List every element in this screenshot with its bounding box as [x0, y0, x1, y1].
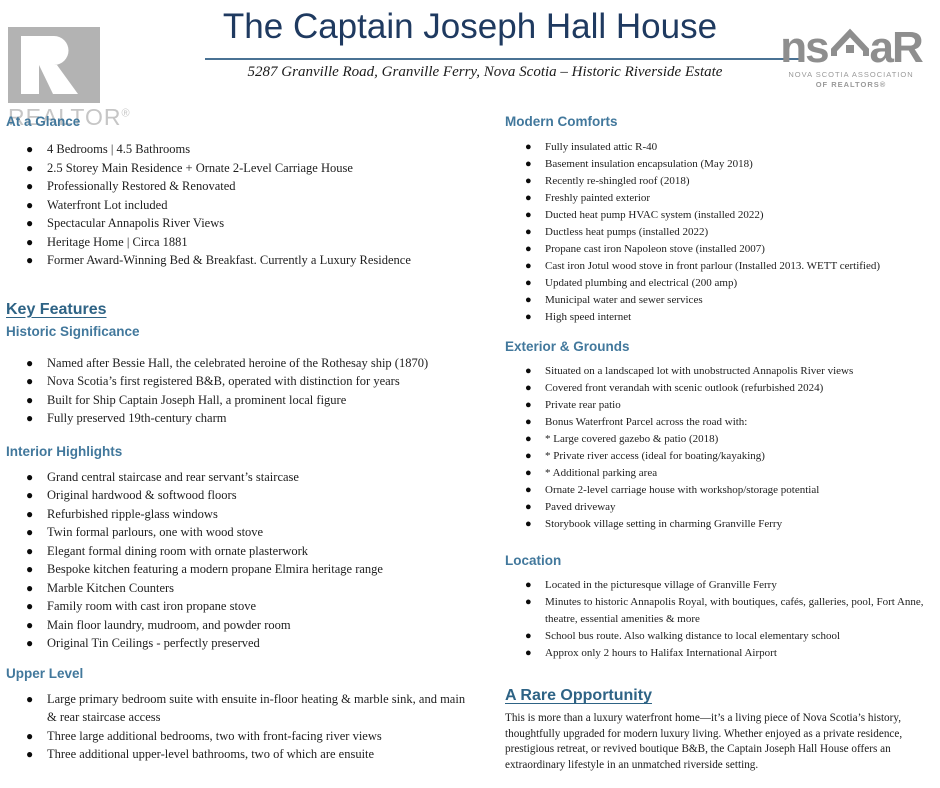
list-item: Bonus Waterfront Parcel across the road …: [505, 414, 935, 431]
section-interior-highlights: Interior Highlights Grand central stairca…: [6, 443, 472, 653]
section-upper-level: Upper Level Large primary bedroom suite w…: [6, 665, 472, 764]
heading-a-rare-opportunity: A Rare Opportunity: [505, 687, 652, 704]
heading-upper-level: Upper Level: [6, 665, 84, 681]
list-item: Minutes to historic Annapolis Royal, wit…: [505, 594, 935, 628]
section-a-rare-opportunity: A Rare Opportunity This is more than a lu…: [505, 686, 935, 773]
page-subtitle: 5287 Granville Road, Granville Ferry, No…: [247, 64, 723, 80]
list-item: Cast iron Jotul wood stove in front parl…: [505, 258, 935, 275]
list-item: School bus route. Also walking distance …: [505, 628, 935, 645]
list-item: Nova Scotia’s first registered B&B, oper…: [6, 372, 472, 391]
list-item: Family room with cast iron propane stove: [6, 597, 472, 616]
list-item: Fully preserved 19th-century charm: [6, 409, 472, 428]
list-item: Situated on a landscaped lot with unobst…: [505, 363, 935, 380]
list-item: Twin formal parlours, one with wood stov…: [6, 523, 472, 542]
section-exterior-grounds: Exterior & Grounds Situated on a landscap…: [505, 338, 935, 533]
list-item: Ducted heat pump HVAC system (installed …: [505, 207, 935, 224]
nsar-text-right: aR: [869, 23, 924, 72]
nsar-caption-line2: OF REALTORS®: [815, 80, 887, 89]
house-icon: [830, 26, 869, 66]
nsar-text-left: ns: [780, 23, 829, 72]
list-item: Recently re-shingled roof (2018): [505, 173, 935, 190]
list-item: High speed internet: [505, 309, 935, 326]
list-item: Grand central staircase and rear servant…: [6, 468, 472, 487]
list-item: Refurbished ripple-glass windows: [6, 505, 472, 524]
nsar-caption-line1: NOVA SCOTIA ASSOCIATION: [788, 70, 914, 79]
heading-at-a-glance: At a Glance: [6, 114, 81, 129]
list-item: Named after Bessie Hall, the celebrated …: [6, 354, 472, 373]
list-item: Built for Ship Captain Joseph Hall, a pr…: [6, 391, 472, 410]
realtor-logo-label: REALTOR®: [8, 104, 131, 130]
list-item: 2.5 Storey Main Residence + Ornate 2-Lev…: [6, 159, 472, 178]
section-at-a-glance: At a Glance 4 Bedrooms | 4.5 Bathrooms2.5…: [6, 113, 472, 270]
list-item: * Additional parking area: [505, 465, 935, 482]
bullet-list: Situated on a landscaped lot with unobst…: [505, 363, 935, 533]
list-item: Covered front verandah with scenic outlo…: [505, 380, 935, 397]
list-item: Ductless heat pumps (installed 2022): [505, 224, 935, 241]
list-item: Large primary bedroom suite with ensuite…: [6, 690, 472, 727]
bullet-list: Large primary bedroom suite with ensuite…: [6, 690, 472, 764]
heading-exterior-grounds: Exterior & Grounds: [505, 339, 630, 354]
bullet-list: 4 Bedrooms | 4.5 Bathrooms2.5 Storey Mai…: [6, 140, 472, 270]
heading-location: Location: [505, 553, 562, 568]
list-item: Original Tin Ceilings - perfectly preser…: [6, 634, 472, 653]
list-item: Original hardwood & softwood floors: [6, 486, 472, 505]
list-item: Fully insulated attic R-40: [505, 139, 935, 156]
list-item: Three additional upper-level bathrooms, …: [6, 745, 472, 764]
nsar-wordmark: ns aR: [770, 23, 932, 72]
bullet-list: Named after Bessie Hall, the celebrated …: [6, 354, 472, 428]
list-item: Ornate 2-level carriage house with works…: [505, 482, 935, 499]
heading-historic-significance: Historic Significance: [6, 323, 140, 339]
heading-modern-comforts: Modern Comforts: [505, 114, 618, 129]
section-historic-significance: Historic Significance Named after Bessie …: [6, 323, 472, 428]
list-item: Private rear patio: [505, 397, 935, 414]
list-item: Spectacular Annapolis River Views: [6, 214, 472, 233]
list-item: Propane cast iron Napoleon stove (instal…: [505, 241, 935, 258]
bullet-list: Grand central staircase and rear servant…: [6, 468, 472, 653]
list-item: * Large covered gazebo & patio (2018): [505, 431, 935, 448]
list-item: Waterfront Lot included: [6, 196, 472, 215]
page-title: The Captain Joseph Hall House: [222, 7, 718, 46]
list-item: Updated plumbing and electrical (200 amp…: [505, 275, 935, 292]
list-item: Storybook village setting in charming Gr…: [505, 516, 935, 533]
realtor-logo: REALTOR®: [8, 27, 131, 131]
nsar-caption: NOVA SCOTIA ASSOCIATION OF REALTORS®: [770, 70, 932, 90]
heading-key-features: Key Features: [6, 300, 107, 318]
realtor-r-icon: [8, 27, 100, 103]
title-divider: [205, 58, 802, 60]
list-item: Heritage Home | Circa 1881: [6, 233, 472, 252]
list-item: Paved driveway: [505, 499, 935, 516]
list-item: Freshly painted exterior: [505, 190, 935, 207]
section-location: Location Located in the picturesque villa…: [505, 552, 935, 662]
closing-paragraph: This is more than a luxury waterfront ho…: [505, 712, 903, 771]
list-item: Former Award-Winning Bed & Breakfast. Cu…: [6, 251, 472, 270]
list-item: Basement insulation encapsulation (May 2…: [505, 156, 935, 173]
left-column: At a Glance 4 Bedrooms | 4.5 Bathrooms2.5…: [6, 113, 472, 764]
list-item: Marble Kitchen Counters: [6, 579, 472, 598]
list-item: * Private river access (ideal for boatin…: [505, 448, 935, 465]
heading-interior-highlights: Interior Highlights: [6, 443, 123, 459]
list-item: Elegant formal dining room with ornate p…: [6, 542, 472, 561]
list-item: Approx only 2 hours to Halifax Internati…: [505, 645, 935, 662]
registered-mark: ®: [121, 107, 131, 120]
right-column: Modern Comforts Fully insulated attic R-4…: [505, 113, 935, 773]
list-item: 4 Bedrooms | 4.5 Bathrooms: [6, 140, 472, 159]
list-item: Bespoke kitchen featuring a modern propa…: [6, 560, 472, 579]
bullet-list: Fully insulated attic R-40Basement insul…: [505, 139, 935, 326]
nsar-logo: ns aR NOVA SCOTIA ASSOCIATION OF REALTOR…: [770, 26, 932, 90]
bullet-list: Located in the picturesque village of Gr…: [505, 577, 935, 662]
section-modern-comforts: Modern Comforts Fully insulated attic R-4…: [505, 113, 935, 326]
list-item: Main floor laundry, mudroom, and powder …: [6, 616, 472, 635]
list-item: Three large additional bedrooms, two wit…: [6, 727, 472, 746]
section-key-features: Key Features: [6, 300, 472, 320]
list-item: Professionally Restored & Renovated: [6, 177, 472, 196]
list-item: Located in the picturesque village of Gr…: [505, 577, 935, 594]
list-item: Municipal water and sewer services: [505, 292, 935, 309]
